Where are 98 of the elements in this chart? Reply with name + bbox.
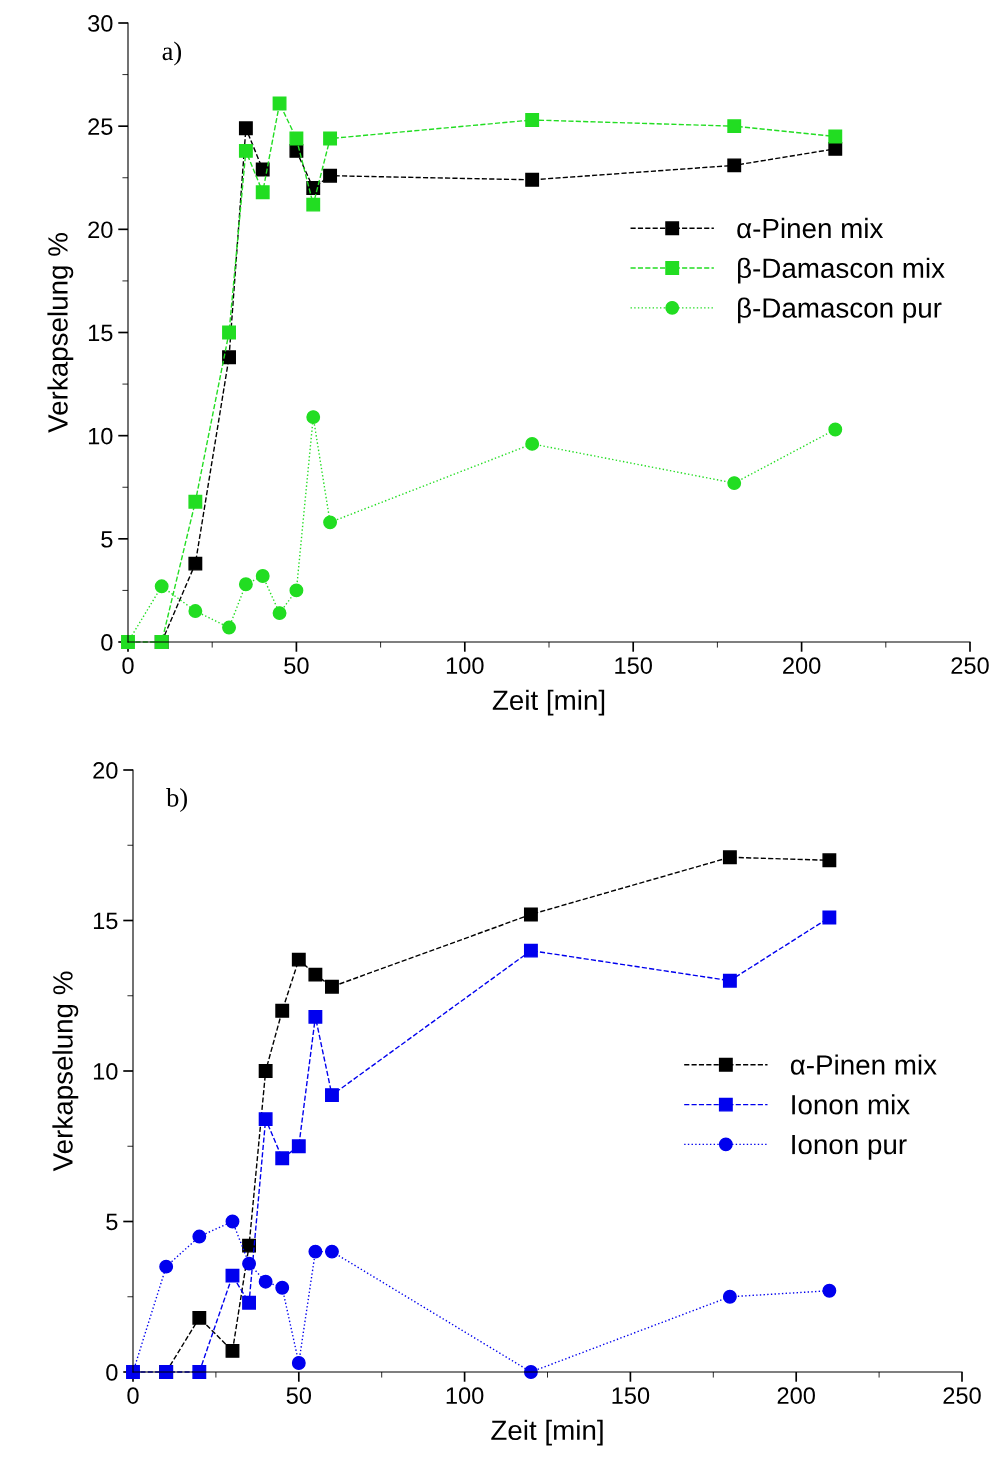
legend-label: β-Damascon pur <box>738 297 942 324</box>
x-tick-label: 0 <box>122 657 134 674</box>
y-tick-label: 10 <box>93 1063 118 1080</box>
point <box>154 579 169 594</box>
point <box>325 1088 339 1103</box>
x-tick-label: 50 <box>284 657 309 674</box>
point <box>308 1244 323 1259</box>
point <box>225 1214 240 1229</box>
point <box>242 1256 257 1271</box>
point <box>258 1064 273 1078</box>
point <box>822 1283 837 1298</box>
y-axis-title: Verkapselung % <box>52 971 79 1172</box>
legend-label: Ionon pur <box>792 1134 907 1160</box>
point <box>291 952 306 967</box>
point <box>192 1229 207 1244</box>
x-tick-label: 250 <box>943 1387 981 1404</box>
point <box>323 515 338 530</box>
point <box>242 1238 257 1253</box>
y-tick-label: 5 <box>106 1213 118 1231</box>
y-tick-label: 5 <box>101 531 113 548</box>
y-tick-label: 20 <box>88 221 113 239</box>
point <box>722 973 737 988</box>
point <box>722 850 737 865</box>
y-tick-label: 15 <box>93 912 118 930</box>
point <box>188 494 203 509</box>
point <box>828 129 843 144</box>
point <box>275 1280 290 1295</box>
x-tick-label: 200 <box>777 1387 815 1404</box>
x-tick-label: 250 <box>951 657 989 674</box>
x-tick-label: 0 <box>127 1387 139 1404</box>
point <box>727 476 742 491</box>
y-tick-label: 30 <box>88 15 113 32</box>
point <box>291 1356 306 1370</box>
legend-label: β-Damascon mix <box>738 257 945 284</box>
point <box>325 1244 339 1259</box>
point <box>308 1009 323 1024</box>
point <box>225 1268 240 1283</box>
point <box>222 350 236 365</box>
point <box>822 853 837 868</box>
point <box>828 422 843 437</box>
point <box>258 1274 273 1289</box>
point <box>727 119 742 134</box>
point <box>255 185 270 200</box>
point <box>523 943 538 958</box>
point <box>159 1259 174 1274</box>
point <box>192 1310 207 1325</box>
point <box>238 577 253 592</box>
point <box>308 967 323 982</box>
legend-label: α-Pinen mix <box>790 1054 937 1075</box>
point <box>222 620 236 635</box>
point <box>272 606 287 621</box>
y-tick-label: 0 <box>101 634 113 651</box>
x-tick-label: 150 <box>612 1387 650 1404</box>
point <box>188 604 203 618</box>
y-tick-label: 20 <box>93 762 118 779</box>
point <box>325 979 339 994</box>
point <box>306 197 321 212</box>
point <box>272 96 287 111</box>
x-axis-title: Zeit [min] <box>491 1419 603 1446</box>
point <box>275 1151 290 1166</box>
point <box>822 910 837 925</box>
y-tick-label: 25 <box>88 118 113 135</box>
x-axis-title: Zeit [min] <box>492 689 605 716</box>
y-tick-label: 15 <box>88 324 113 342</box>
point <box>525 436 540 451</box>
point <box>525 172 540 187</box>
y-tick-label: 0 <box>106 1364 118 1381</box>
x-tick-label: 100 <box>446 657 484 674</box>
point <box>727 158 742 173</box>
point <box>238 143 253 158</box>
point <box>722 1289 737 1304</box>
point <box>523 907 538 922</box>
point <box>323 131 338 146</box>
annotation: b) <box>166 788 187 812</box>
point <box>188 556 203 571</box>
x-tick-label: 50 <box>286 1387 312 1404</box>
point <box>258 1112 273 1127</box>
legend-label: Ionon mix <box>792 1094 910 1115</box>
y-axis-title: Verkapselung % <box>47 233 74 433</box>
point <box>222 325 236 340</box>
point <box>289 131 304 146</box>
x-tick-label: 150 <box>615 657 652 674</box>
point <box>291 1139 306 1154</box>
point <box>275 1003 290 1018</box>
point <box>225 1343 240 1358</box>
point <box>289 583 304 598</box>
point <box>238 121 253 136</box>
legend-label: α-Pinen mix <box>737 217 884 239</box>
point <box>525 113 540 127</box>
point <box>306 410 321 425</box>
x-tick-label: 200 <box>783 657 821 674</box>
point <box>242 1295 257 1310</box>
point <box>323 168 338 183</box>
point <box>828 141 843 156</box>
y-tick-label: 10 <box>88 427 113 445</box>
point <box>255 569 270 583</box>
x-tick-label: 100 <box>446 1387 484 1404</box>
annotation: a) <box>162 41 182 66</box>
